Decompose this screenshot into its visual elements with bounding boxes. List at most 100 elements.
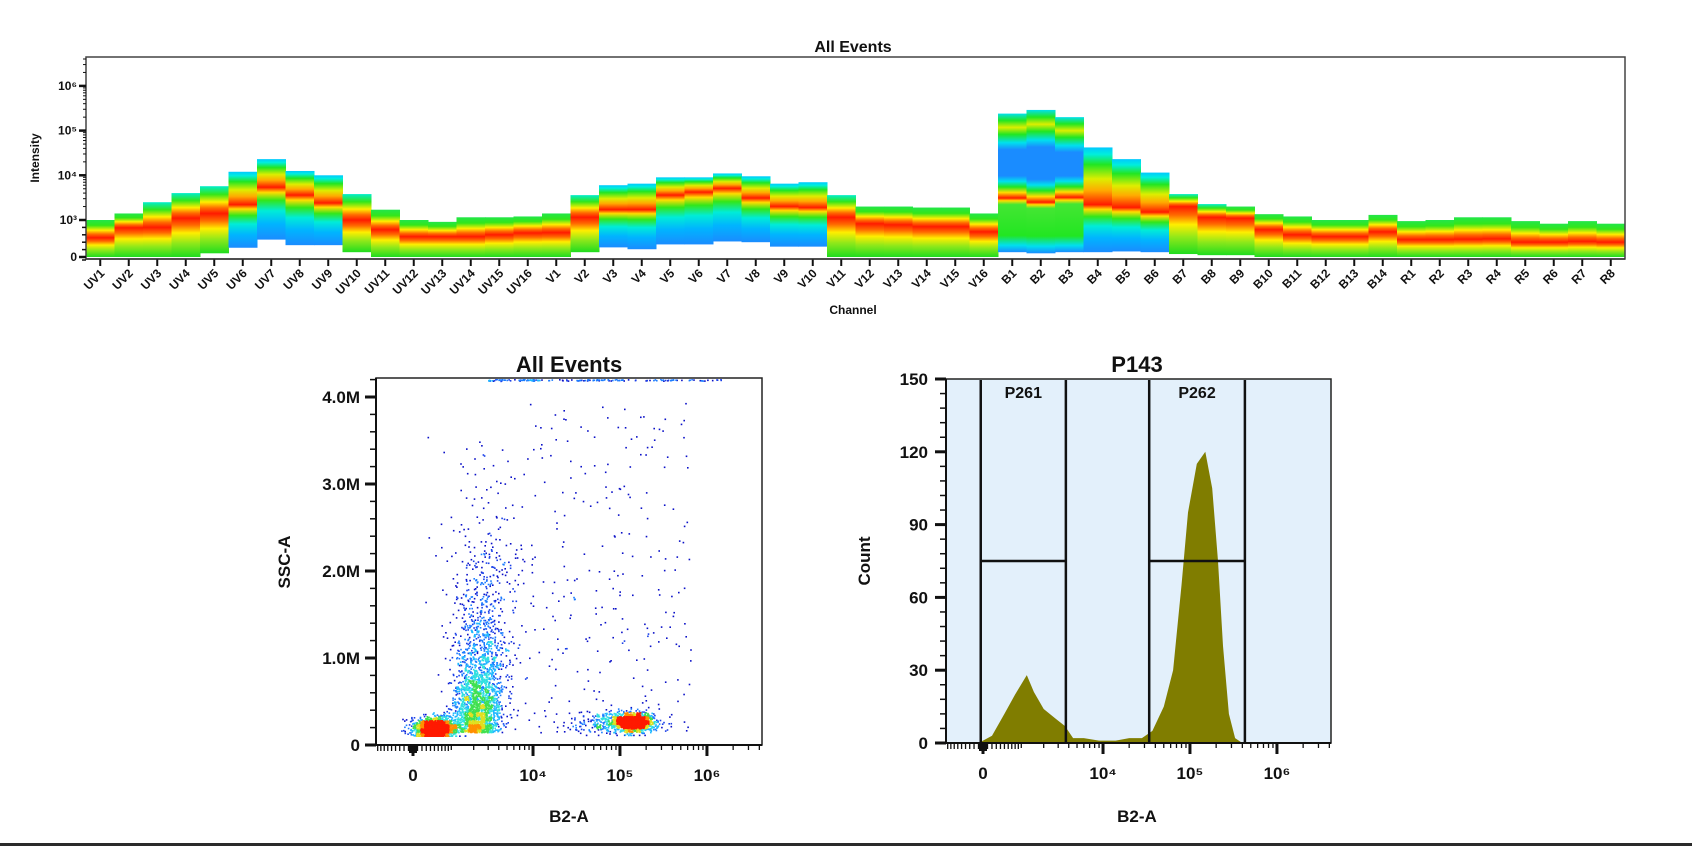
scatter-point [619,594,621,597]
scatter-point [425,713,427,716]
scatter-point [476,692,479,695]
scatter-point [443,711,445,714]
scatter-point [485,693,488,695]
scatter-point [477,630,479,633]
scatter-point [454,602,456,604]
scatter-point [611,491,613,493]
scatter-point [481,681,484,683]
scatter-point [414,724,416,726]
channel-label: UV2 [109,266,136,293]
scatter-point [653,726,655,729]
scatter-point [452,714,455,717]
scatter-point [470,694,472,696]
scatter-point [478,713,481,715]
scatter-point [500,597,503,600]
scatter-point [466,711,468,713]
scatter-point [423,735,425,737]
scatter-point [474,720,477,722]
scatter-point [556,528,558,530]
scatter-point [645,712,647,714]
scatter-point [496,722,498,725]
scatter-point [597,726,599,729]
scatter-point [476,711,478,713]
scatter-point [541,444,543,446]
scatter-point [720,379,722,382]
scatter-point [479,656,482,658]
scatter-point [483,679,486,681]
scatter-point [604,621,607,624]
scatter-point [506,665,508,667]
scatter-point [637,717,639,720]
scatter-point [579,725,582,728]
scatter-point [595,698,598,701]
scatter-point [452,699,454,701]
scatter-point [487,696,489,698]
scatter-point [492,704,495,707]
scatter-point [616,379,618,381]
scatter-point [638,734,641,737]
scatter-point [605,497,608,499]
scatter-point [616,734,618,737]
scatter-point [461,686,464,688]
scatter-point [619,717,621,719]
scatter-point [542,581,545,583]
scatter-point [449,659,451,662]
scatter-point [538,651,541,654]
scatter-point [483,712,486,715]
scatter-point [490,618,493,621]
scatter-point [593,716,595,719]
scatter-point [477,709,479,712]
scatter-points [401,379,722,737]
scatter-point [611,716,613,718]
scatter-point [464,544,467,547]
scatter-point [621,726,623,729]
scatter-point [636,659,638,661]
scatter-point [497,598,499,601]
scatter-point [477,722,480,725]
scatter-point [483,650,486,652]
scatter-point [485,661,488,663]
scatter-point [647,723,650,725]
scatter-point [481,560,484,563]
scatter-point [514,654,516,656]
scatter-point [654,728,657,731]
scatter-point [476,622,478,625]
channel-bar-r6 [1539,223,1569,257]
scatter-point [562,380,564,382]
scatter-point [490,641,492,643]
scatter-point [653,713,655,715]
scatter-point [500,379,503,381]
scatter-point [461,708,464,710]
scatter-point [452,644,455,647]
scatter-point [535,425,537,427]
scatter-point [464,675,467,677]
scatter-point [488,717,491,719]
scatter-point [598,691,601,693]
scatter-point [488,634,491,636]
scatter-point [481,656,484,658]
scatter-point [514,477,516,480]
scatter-point [639,714,642,717]
scatter-point [596,715,599,718]
scatter-point [491,700,494,702]
scatter-point [467,687,469,690]
scatter-point [451,645,454,647]
scatter-point [495,569,498,571]
scatter-point [510,641,513,643]
scatter-point [653,721,656,723]
scatter-point [596,379,598,382]
scatter-point [491,670,493,672]
scatter-point [412,727,415,729]
scatter-point [496,627,499,630]
scatter-point [683,721,686,723]
scatter-point [446,720,448,722]
scatter-point [521,569,524,572]
scatter-point [465,714,467,716]
scatter-point [522,582,525,585]
scatter-point [482,671,485,674]
scatter-point [650,727,653,730]
channel-bar-uv15 [485,217,514,257]
scatter-point [468,717,470,720]
scatter-point [455,707,458,709]
scatter-point [427,717,429,720]
